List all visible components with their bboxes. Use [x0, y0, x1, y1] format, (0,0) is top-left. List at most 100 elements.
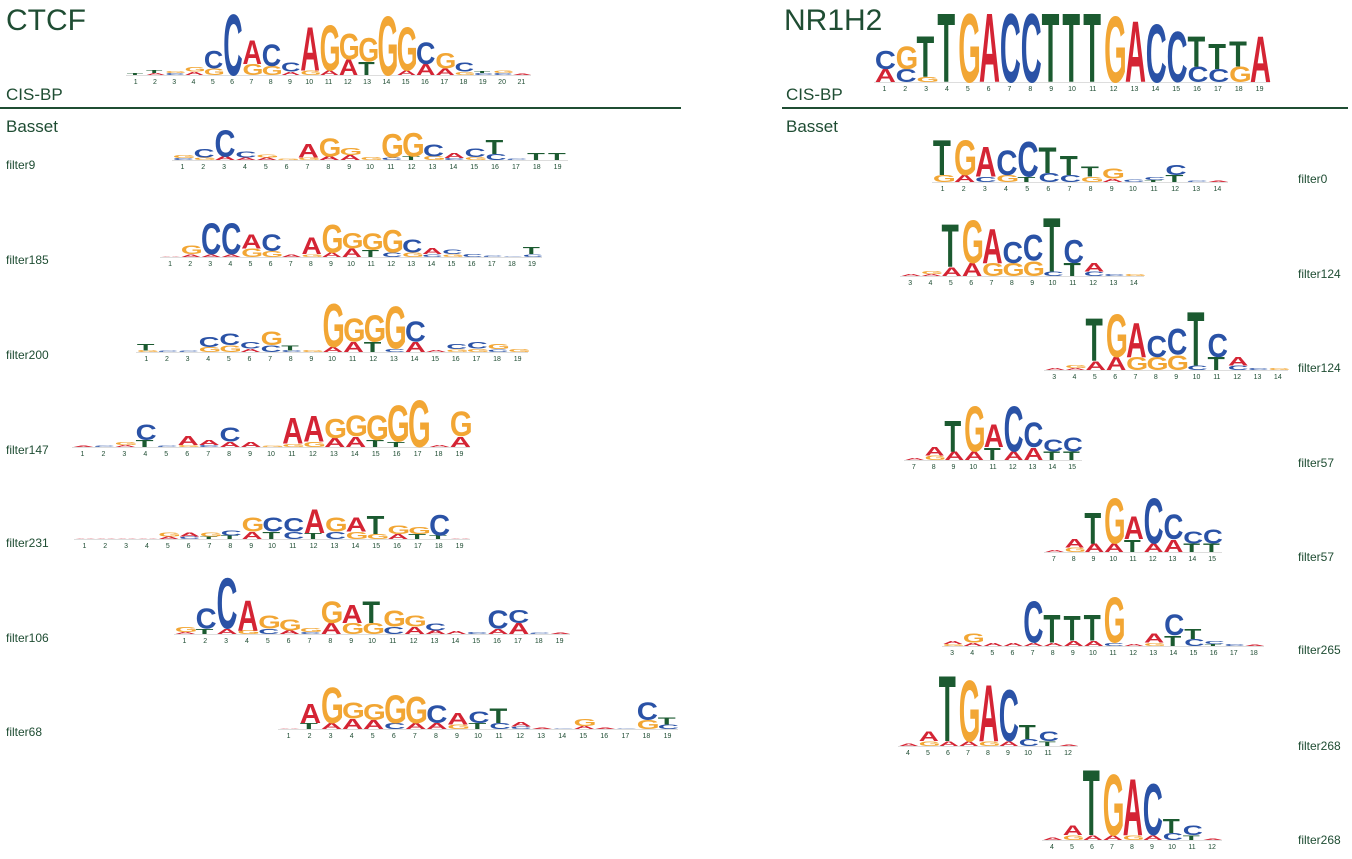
logo-letter-g: G [1106, 303, 1128, 371]
logo-letter-g: G [450, 405, 473, 444]
logo-letter-g: G [408, 386, 431, 461]
logo-letter-a: A [242, 33, 261, 72]
logo-letter-a: A [426, 350, 447, 353]
ctcf-divider [0, 107, 681, 109]
svg-text:G: G [321, 678, 344, 734]
svg-text:T: T [939, 656, 956, 762]
svg-text:C: C [1019, 737, 1039, 748]
logo-letter-a: A [73, 446, 94, 448]
logo-position-label: 6 [285, 164, 289, 171]
svg-text:G: G [165, 70, 186, 73]
svg-text:C: C [201, 213, 221, 263]
nr1h2-cisbp-logo: A C 1 C G 2 G T 3 T 4 G 5 A 6 C 7 C 8 T 9 T 10 T 11 G 12 A 13 C 14 C 15 C… [874, 0, 1271, 104]
svg-text:A: A [179, 532, 200, 538]
svg-text:C: C [1164, 609, 1184, 642]
logo-position-label: 17 [414, 451, 422, 458]
svg-text:C: C [1167, 321, 1187, 362]
svg-text:C: C [261, 344, 282, 355]
logo-letter-t: T [1039, 740, 1057, 747]
svg-text:G: G [194, 157, 217, 161]
svg-text:C: C [1144, 485, 1164, 558]
svg-text:G: G [408, 525, 431, 537]
svg-text:C: C [194, 147, 215, 161]
logo-letter-g: G [954, 130, 977, 186]
svg-text:A: A [237, 590, 258, 640]
logo-letter-c: C [1123, 179, 1144, 183]
svg-text:T: T [1042, 0, 1060, 104]
logo-letter-a: A [1124, 511, 1144, 547]
svg-text:A: A [73, 446, 94, 448]
logo-letter-c: C [996, 144, 1017, 183]
logo-position-label: 13 [1149, 650, 1157, 657]
logo-letter-a: A [240, 440, 261, 448]
logo-letter-g: G [343, 312, 365, 350]
nr1h2-cisbp-label: CIS-BP [786, 85, 843, 104]
logo-letter-a: A [219, 440, 240, 448]
logo-position-label: 5 [926, 750, 930, 757]
logo-letter-t: T [402, 156, 420, 162]
logo-letter-c: C [1163, 831, 1183, 842]
logo-position-label: 15 [1190, 650, 1198, 657]
logo-position-label: 1 [941, 186, 945, 193]
logo-position-label: 15 [402, 79, 410, 86]
logo-letter-a: A [1083, 834, 1104, 841]
logo-position-label: 13 [1192, 186, 1200, 193]
svg-text:C: C [426, 700, 447, 729]
logo-letter-a: A [339, 56, 359, 80]
logo-letter-c: C [1019, 737, 1039, 748]
svg-text:A: A [941, 265, 962, 279]
svg-text:T: T [1064, 609, 1081, 649]
logo-letter-t: T [984, 444, 1001, 464]
svg-text:G: G [1065, 547, 1086, 554]
logo-letter-a: A [279, 630, 300, 636]
logo-letter-g: G [200, 532, 223, 538]
logo-position-label: 7 [1110, 844, 1114, 851]
logo-letter-a: A [1023, 444, 1043, 464]
svg-text:A: A [221, 254, 241, 258]
logo-letter-a: A [959, 740, 980, 747]
svg-text:T: T [1060, 151, 1079, 182]
svg-text:G: G [408, 386, 431, 461]
logo-letter-c: C [1023, 227, 1043, 268]
logo-letter-g: G [384, 688, 407, 732]
svg-text:A: A [281, 254, 301, 258]
logo-position-label: 10 [366, 164, 374, 171]
logo-position-label: 6 [392, 733, 396, 740]
logo-position-label: 18 [493, 356, 501, 363]
logo-position-label: 10 [1109, 556, 1117, 563]
logo-letter-t: T [1164, 633, 1181, 650]
logo-position-label: 12 [1089, 280, 1097, 287]
logo-letter-a: A [979, 0, 1000, 104]
svg-text:A: A [320, 70, 339, 77]
logo-position-label: 6 [969, 280, 973, 287]
logo-position-label: 18 [1250, 650, 1258, 657]
logo-position-label: 1 [168, 261, 172, 268]
logo-position-label: 18 [535, 638, 543, 645]
logo-position-label: 1 [134, 79, 138, 86]
svg-text:C: C [204, 47, 223, 74]
logo-position-label: 3 [124, 543, 128, 550]
logo-letter-c: C [221, 529, 242, 537]
svg-text:C: C [474, 72, 494, 75]
logo-position-label: 12 [1009, 464, 1017, 471]
logo-letter-a: A [303, 409, 324, 450]
svg-text:G: G [277, 158, 300, 160]
logo-letter-t: T [127, 72, 144, 75]
logo-position-label: 5 [166, 543, 170, 550]
logo-letter-g: G [320, 12, 341, 85]
logo-letter-a: A [447, 710, 468, 729]
logo-position-label: 13 [331, 543, 339, 550]
svg-text:T: T [127, 72, 144, 75]
svg-text:G: G [302, 350, 324, 353]
svg-text:C: C [283, 515, 304, 536]
logo-letter-a: A [944, 450, 964, 463]
logo-letter-t: T [933, 130, 951, 186]
logo-position-label: 3 [122, 451, 126, 458]
logo-position-label: 6 [248, 356, 252, 363]
svg-text:A: A [944, 450, 964, 463]
logo-letter-c: C [1146, 7, 1167, 101]
logo-letter-a: A [1203, 838, 1223, 840]
svg-text:G: G [954, 130, 977, 186]
logo-letter-g: G [158, 532, 181, 538]
